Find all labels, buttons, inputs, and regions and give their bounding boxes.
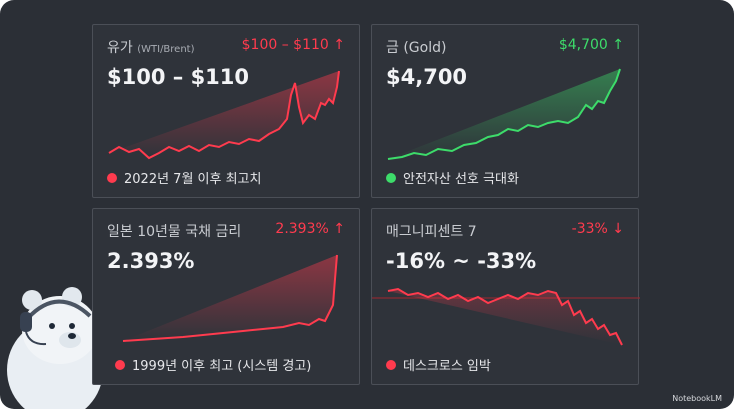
note: 1999년 이후 최고 (시스템 경고) <box>132 359 312 374</box>
note: 데스크로스 임박 <box>403 359 491 374</box>
value: 2.393% <box>107 249 195 273</box>
sparkline <box>122 254 338 342</box>
sparkline <box>372 287 640 346</box>
value: $4,700 <box>386 65 468 89</box>
card-title: 금 (Gold) <box>386 40 447 56</box>
arrow: ↓ <box>612 221 624 237</box>
sparkline <box>387 68 621 160</box>
change: $4,700 <box>558 37 608 53</box>
footer: NotebookLM <box>672 394 722 403</box>
card-title: 유가 <box>107 40 133 56</box>
card-title: 일본 10년물 국채 금리 <box>107 224 242 240</box>
value: -16% ~ -33% <box>386 249 537 273</box>
card: 일본 10년물 국채 금리 2.393% ↑ 2.393% 1999년 이후 최… <box>92 208 360 385</box>
note: 안전자산 선호 극대화 <box>403 172 519 187</box>
arrow: ↑ <box>333 37 345 53</box>
card-title: 매그니피센트 7 <box>386 224 477 240</box>
card: 금 (Gold) $4,700 ↑ $4,700 안전자산 선호 극대화 <box>371 24 639 198</box>
sparkline <box>108 70 340 160</box>
change: -33% <box>571 221 608 237</box>
change: $100 – $110 <box>241 37 329 53</box>
change: 2.393% <box>275 221 329 237</box>
dot <box>115 359 125 370</box>
dot <box>107 172 117 183</box>
arrow: ↑ <box>333 221 345 237</box>
card: 매그니피센트 7 -33% ↓ -16% ~ -33% 데스크로스 임박 <box>371 208 640 385</box>
dot <box>386 172 396 183</box>
card-subtitle: (WTI/Brent) <box>137 44 195 55</box>
note: 2022년 7월 이후 최고치 <box>124 172 262 187</box>
arrow: ↑ <box>612 37 624 53</box>
card: 유가 (WTI/Brent) $100 – $110 ↑ $100 – $110… <box>92 24 360 198</box>
value: $100 – $110 <box>107 65 250 89</box>
dot <box>386 359 396 370</box>
